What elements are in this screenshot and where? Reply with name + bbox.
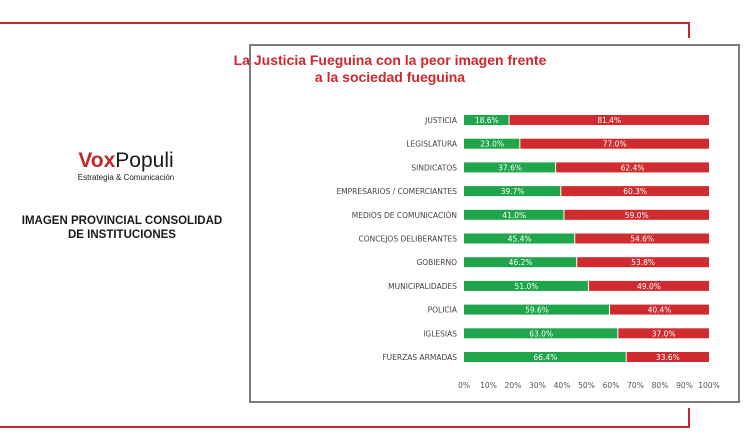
category-label: JUSTICIA (424, 116, 458, 125)
x-tick-label: 100% (698, 381, 719, 390)
bar-positive (464, 233, 575, 244)
bar-negative (588, 280, 709, 291)
chart-title-line-1: La Justicia Fueguina con la peor imagen … (233, 52, 547, 68)
data-label-positive: 46.2% (509, 258, 533, 267)
x-tick-label: 0% (458, 381, 470, 390)
category-label: GOBIERNO (416, 258, 457, 267)
bar-negative (575, 233, 709, 244)
logo-populi: Populi (115, 149, 174, 172)
bar-negative (577, 257, 709, 268)
bar-negative (626, 352, 709, 362)
data-label-positive: 18.6% (475, 116, 499, 125)
bar-positive (464, 162, 556, 173)
data-label-negative: 60.3% (623, 187, 647, 196)
stacked-bar-chart: JUSTICIA 18.6% 81.4% LEGISLATURA 23.0% 77.0% S… (336, 115, 720, 390)
bottom-accent-line (0, 426, 690, 428)
x-tick-label: 40% (554, 381, 571, 390)
data-label-negative: 33.6% (656, 353, 680, 362)
bar-positive (464, 304, 610, 315)
bar-negative (561, 186, 709, 197)
data-label-positive: 59.6% (525, 306, 549, 315)
data-label-negative: 77.0% (603, 140, 627, 149)
caption-line-2: DE INSTITUCIONES (68, 229, 176, 241)
bar-negative (520, 138, 709, 149)
data-label-positive: 23.0% (480, 140, 504, 149)
data-label-negative: 62.4% (621, 163, 645, 172)
data-label-positive: 63.0% (529, 329, 553, 338)
bottom-accent-corner (688, 408, 690, 428)
category-label: EMPRESARIOS / COMERCIANTES (336, 187, 457, 196)
bar-positive (464, 280, 588, 291)
bar-positive (464, 209, 564, 220)
category-label: SINDICATOS (411, 163, 457, 172)
data-label-negative: 53.8% (631, 258, 655, 267)
x-tick-label: 60% (603, 381, 620, 390)
data-label-negative: 54.6% (630, 235, 654, 244)
chart-panel (249, 44, 740, 403)
bar-positive (464, 257, 577, 268)
category-label: MUNICIPALIDADES (388, 282, 457, 291)
data-label-positive: 45.4% (508, 235, 532, 244)
x-tick-label: 10% (480, 381, 497, 390)
bar-negative (564, 209, 709, 220)
x-tick-label: 80% (652, 381, 669, 390)
category-label: IGLESIAS (423, 329, 457, 338)
x-tick-label: 30% (529, 381, 546, 390)
bar-negative (509, 115, 709, 125)
data-label-positive: 41.0% (502, 211, 526, 220)
logo-vox: Vox (78, 149, 116, 172)
bar-positive (464, 186, 561, 197)
caption-line-1: IMAGEN PROVINCIAL CONSOLIDAD (21, 215, 223, 227)
bar-negative (618, 328, 709, 339)
bar-negative (556, 162, 709, 173)
chart-title-line-2: a la sociedad fueguina (314, 69, 466, 85)
logo-tagline: Estrategia & Comunicación (77, 173, 175, 182)
bar-negative (610, 304, 709, 315)
voxpopuli-logo: VoxPopuli Estrategia & Comunicación (66, 150, 186, 183)
slide-caption: IMAGEN PROVINCIAL CONSOLIDAD DE INSTITUC… (0, 214, 244, 242)
data-label-positive: 39.7% (501, 187, 525, 196)
data-label-positive: 37.6% (498, 163, 522, 172)
category-label: CONCEJOS DELIBERANTES (358, 235, 457, 244)
bar-positive (464, 352, 626, 362)
bar-positive (464, 115, 509, 125)
x-tick-label: 90% (676, 381, 693, 390)
data-label-negative: 37.0% (652, 329, 676, 338)
data-label-positive: 51.0% (515, 282, 539, 291)
data-label-negative: 40.4% (648, 306, 672, 315)
bar-positive (464, 328, 618, 339)
x-tick-label: 50% (578, 381, 595, 390)
data-label-positive: 66.4% (533, 353, 557, 362)
top-accent-line (0, 22, 690, 24)
data-label-negative: 59.0% (625, 211, 649, 220)
category-label: FUERZAS ARMADAS (382, 353, 457, 362)
x-tick-label: 70% (627, 381, 644, 390)
x-tick-label: 20% (505, 381, 522, 390)
bar-positive (464, 138, 520, 149)
data-label-negative: 81.4% (597, 116, 621, 125)
category-label: POLICIA (428, 306, 458, 315)
chart-title: La Justicia Fueguina con la peor imagen … (0, 52, 750, 86)
top-accent-corner (688, 22, 690, 38)
category-label: MEDIOS DE COMUNICACIÓN (352, 211, 457, 220)
category-label: LEGISLATURA (406, 140, 458, 149)
data-label-negative: 49.0% (637, 282, 661, 291)
logo-wordmark: VoxPopuli (66, 150, 186, 172)
